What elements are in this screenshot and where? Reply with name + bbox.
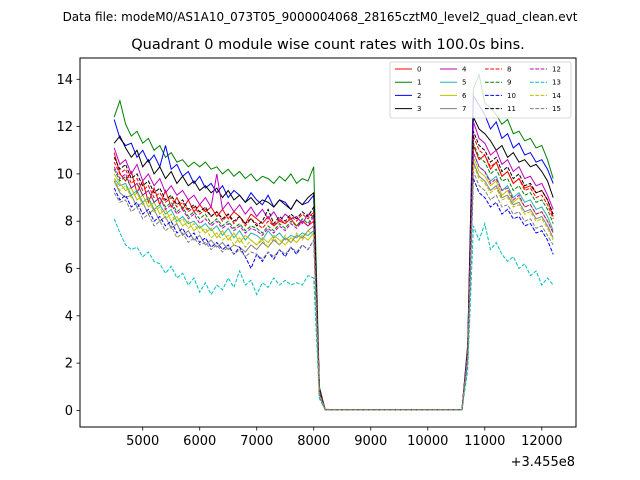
legend-label-7: 7 xyxy=(462,105,466,113)
legend-label-11: 11 xyxy=(507,105,516,113)
legend-label-14: 14 xyxy=(552,92,561,100)
x-tick-label: 11000 xyxy=(464,434,505,449)
legend-label-4: 4 xyxy=(462,66,467,74)
legend-label-5: 5 xyxy=(462,79,466,87)
legend-label-15: 15 xyxy=(552,105,561,113)
legend-label-13: 13 xyxy=(552,79,561,87)
series-line-15 xyxy=(113,171,554,411)
y-tick-label: 10 xyxy=(56,167,73,182)
legend-label-6: 6 xyxy=(462,92,467,100)
legend-label-8: 8 xyxy=(507,66,511,74)
y-tick-label: 2 xyxy=(65,357,73,372)
y-tick-label: 8 xyxy=(65,215,73,230)
plot-frame xyxy=(79,57,577,428)
y-tick-label: 14 xyxy=(56,73,73,88)
axes: 5000 6000 7000 8000 9000 10000 11000 12000 0 2 4 6 8… xyxy=(56,73,562,449)
chart-title: Quadrant 0 module wise count rates with … xyxy=(131,37,525,53)
y-tick-label: 4 xyxy=(65,309,73,324)
legend-label-1: 1 xyxy=(417,79,421,87)
x-tick-label: 5000 xyxy=(126,434,159,449)
legend-label-0: 0 xyxy=(417,66,421,74)
series-layer xyxy=(113,72,554,411)
legend-label-9: 9 xyxy=(507,79,511,87)
x-tick-label: 7000 xyxy=(240,434,273,449)
legend-label-2: 2 xyxy=(417,92,421,100)
legend-label-12: 12 xyxy=(552,66,561,74)
x-tick-label: 8000 xyxy=(297,434,330,449)
plot-area xyxy=(80,58,576,427)
y-tick-label: 12 xyxy=(56,120,73,135)
x-tick-label: 9000 xyxy=(354,434,387,449)
x-tick-label: 10000 xyxy=(407,434,448,449)
legend-box xyxy=(389,61,572,119)
x-tick-label: 6000 xyxy=(183,434,216,449)
y-tick-label: 0 xyxy=(65,404,73,419)
y-tick-label: 6 xyxy=(65,262,73,277)
legend-label-3: 3 xyxy=(417,105,421,113)
figure-suptitle: Data file: modeM0/AS1A10_073T05_90000040… xyxy=(63,10,578,24)
x-axis-offset-label: +3.455e8 xyxy=(511,455,575,470)
legend-label-10: 10 xyxy=(507,92,516,100)
x-tick-label: 12000 xyxy=(521,434,562,449)
